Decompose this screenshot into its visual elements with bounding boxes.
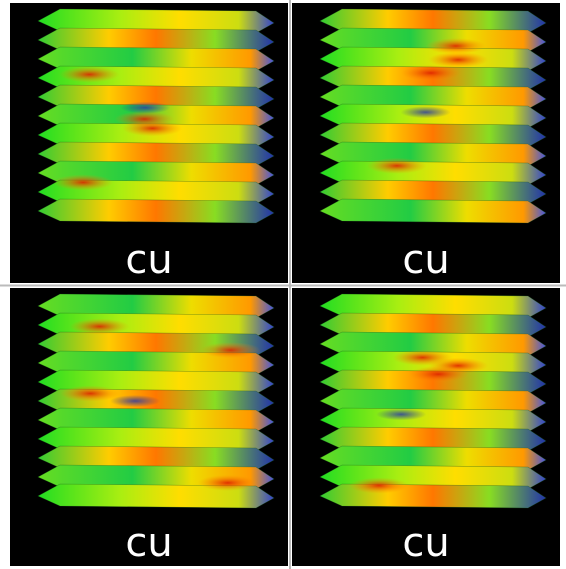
panel-label: cu — [402, 237, 449, 283]
cold-spot — [401, 106, 451, 118]
heat-spot — [53, 174, 113, 190]
panel: cu — [10, 288, 288, 566]
heat-spot — [201, 342, 261, 358]
panel-label: cu — [125, 237, 172, 283]
heat-spot — [349, 478, 409, 494]
heat-spot — [70, 319, 130, 335]
panel: cu — [10, 3, 288, 283]
panel: cu — [292, 3, 560, 283]
heat-spot — [426, 38, 486, 54]
heat-spot — [59, 66, 119, 82]
panel-grid: cu cu cu cu — [0, 0, 566, 569]
heat-spot — [367, 158, 427, 174]
cold-spot — [110, 395, 160, 407]
panel-label: cu — [125, 520, 172, 566]
panel-label: cu — [402, 520, 449, 566]
surface-band — [320, 199, 546, 223]
heat-spot — [60, 386, 120, 402]
cold-spot — [120, 102, 170, 114]
heat-spot — [198, 475, 258, 491]
heat-spot — [428, 52, 488, 68]
panel: cu — [292, 288, 560, 566]
heat-spot — [408, 366, 468, 382]
heat-spot — [392, 350, 452, 366]
surface-band — [38, 199, 274, 223]
cold-spot — [376, 408, 426, 420]
